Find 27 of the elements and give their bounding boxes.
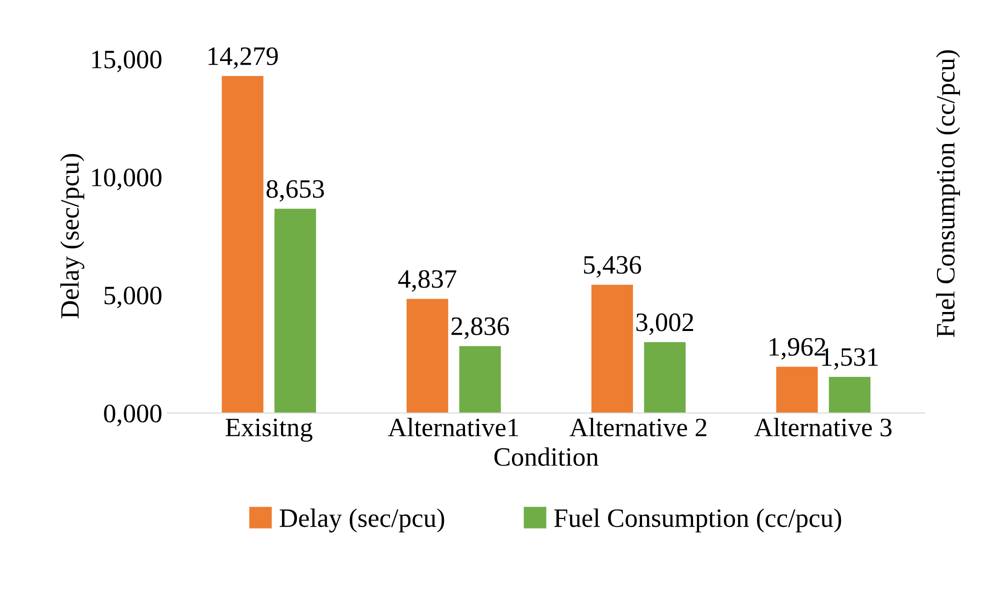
y-tick-label: 15,000 xyxy=(92,50,162,72)
data-label: 2,836 xyxy=(452,317,509,339)
bar xyxy=(274,208,316,413)
legend-label: Delay (sec/pcu) xyxy=(280,508,444,533)
bar xyxy=(222,76,264,413)
x-tick-label: Alternative 2 xyxy=(570,418,706,436)
y-tick-label: 10,000 xyxy=(92,168,162,190)
x-tick-label: Alternative1 xyxy=(388,418,518,436)
data-label: 14,279 xyxy=(208,47,278,69)
bar xyxy=(828,376,870,413)
bar xyxy=(776,366,818,413)
legend-label: Fuel Consumption (cc/pcu) xyxy=(554,508,842,532)
data-label: 8,653 xyxy=(266,180,324,202)
data-label: 5,436 xyxy=(584,256,642,278)
bar xyxy=(459,346,501,413)
y-tick-label: 5,000 xyxy=(104,286,162,308)
bar xyxy=(406,298,448,413)
y-axis-title: Delay (sec/pcu) xyxy=(60,154,84,318)
y2-axis-title: Fuel Consumption (cc/pcu) xyxy=(936,50,960,338)
y-tick-label: 0,000 xyxy=(104,404,162,426)
data-label: 4,837 xyxy=(398,270,456,292)
bar xyxy=(591,284,633,413)
x-tick-label: Exisitng xyxy=(226,418,312,442)
bar xyxy=(644,342,686,413)
x-tick-label: Alternative 3 xyxy=(754,418,892,436)
x-axis-title: Condition xyxy=(494,447,599,466)
data-label: 3,002 xyxy=(636,313,694,336)
